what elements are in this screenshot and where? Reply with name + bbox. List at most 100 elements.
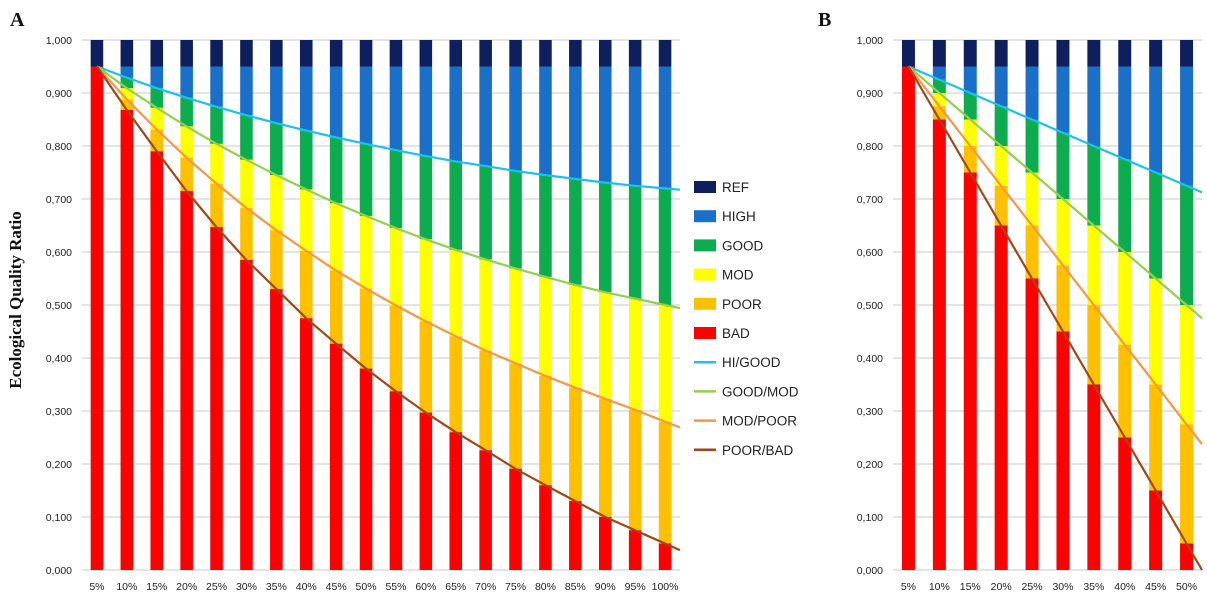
bar-mod <box>120 88 134 100</box>
bar-poor <box>1149 384 1163 491</box>
bar-high <box>359 66 373 144</box>
bar-bad <box>180 191 193 571</box>
bar-ref <box>1025 40 1039 67</box>
bar-good <box>479 166 492 260</box>
bar-mod <box>449 249 463 337</box>
bar-ref <box>569 40 582 67</box>
x-tick-label: 40% <box>296 581 317 593</box>
legend-label: POOR/BAD <box>722 443 794 458</box>
legend-swatch <box>694 210 716 223</box>
bar-ref <box>1149 40 1163 67</box>
line-mod-poor <box>907 65 1203 445</box>
bar-mod <box>1025 172 1039 226</box>
bar-bad <box>449 432 463 570</box>
x-tick-label: 5% <box>901 581 916 593</box>
bar-bad <box>994 225 1008 570</box>
y-tick-label: 0,400 <box>857 353 883 365</box>
x-tick-label: 60% <box>415 581 436 593</box>
y-tick-label: 0,300 <box>46 406 72 418</box>
bar-mod <box>1118 252 1132 345</box>
bar-mod <box>329 203 343 271</box>
bar-poor <box>598 398 612 517</box>
bar-good <box>359 143 373 216</box>
bar-bad <box>389 391 403 570</box>
legend-label: GOOD <box>722 238 764 253</box>
x-tick-label: 25% <box>1022 581 1043 593</box>
line-mod-poor <box>96 65 681 429</box>
bar-poor <box>539 376 552 486</box>
bar-high <box>658 66 672 189</box>
bar-high <box>240 66 253 116</box>
x-tick-label: 15% <box>146 581 167 593</box>
bar-ref <box>1180 40 1194 67</box>
bar-bad <box>270 289 283 570</box>
bar-high <box>539 66 552 176</box>
bar-high <box>180 66 193 98</box>
bar-ref <box>359 40 373 67</box>
bar-bad <box>240 259 253 570</box>
bar-good <box>1118 159 1132 252</box>
bar-mod <box>539 276 552 377</box>
legend: REF HIGH GOOD MOD POOR BAD HI/GOOD GOOD/MOD MOD/… <box>694 180 799 458</box>
bar-high <box>210 66 223 107</box>
bar-ref <box>389 40 403 67</box>
bar-poor <box>1118 344 1132 438</box>
bar-mod <box>509 268 522 364</box>
bar-ref <box>329 40 343 67</box>
y-tick-label: 0,900 <box>46 88 72 100</box>
bar-bad <box>1025 278 1039 570</box>
bar-bad <box>120 109 134 571</box>
legend-label: GOOD/MOD <box>722 384 799 399</box>
legend-swatch <box>694 181 716 193</box>
bar-good <box>994 106 1008 146</box>
bar-good <box>150 88 164 108</box>
y-tick-label: 0,000 <box>857 565 883 577</box>
bar-poor <box>1056 265 1070 332</box>
bar-good <box>270 123 283 176</box>
bar-mod <box>658 305 672 422</box>
x-tick-label: 65% <box>445 581 466 593</box>
bar-good <box>389 150 403 229</box>
bar-poor <box>509 363 522 469</box>
bar-bad <box>1087 384 1101 570</box>
bar-ref <box>994 40 1008 67</box>
x-tick-label: 30% <box>236 581 257 593</box>
y-tick-label: 0,600 <box>46 247 72 259</box>
bar-high <box>994 66 1008 107</box>
bar-poor <box>299 250 313 319</box>
x-tick-label: 40% <box>1114 581 1135 593</box>
bar-good <box>1087 146 1101 226</box>
y-tick-label: 0,700 <box>46 194 72 206</box>
bar-bad <box>963 172 977 570</box>
line-hi-good <box>96 65 681 191</box>
bar-poor <box>270 230 283 290</box>
bar-high <box>1056 66 1070 133</box>
y-tick-label: 0,100 <box>857 512 883 524</box>
bar-mod <box>419 239 433 322</box>
legend-label: BAD <box>722 326 750 341</box>
bar-bad <box>419 412 433 570</box>
bar-bad <box>598 517 612 570</box>
bar-good <box>210 106 223 144</box>
bar-poor <box>479 350 492 451</box>
bar-mod <box>1149 278 1163 385</box>
bar-ref <box>479 40 492 67</box>
bar-ref <box>1087 40 1101 67</box>
bar-high <box>1180 66 1194 186</box>
bar-ref <box>210 40 223 67</box>
bar-high <box>419 66 433 157</box>
bar-mod <box>299 189 313 251</box>
x-tick-label: 85% <box>565 581 586 593</box>
bar-good <box>658 188 672 305</box>
bar-high <box>299 66 313 131</box>
line-poor-bad <box>96 65 681 552</box>
bar-good <box>539 175 552 277</box>
bar-mod <box>359 215 373 289</box>
bar-poor <box>210 183 223 228</box>
bar-good <box>299 130 313 190</box>
bar-poor <box>359 288 373 369</box>
x-tick-label: 20% <box>176 581 197 593</box>
bar-bad <box>329 343 343 570</box>
line-good-mod <box>96 65 681 310</box>
x-tick-label: 70% <box>475 581 496 593</box>
